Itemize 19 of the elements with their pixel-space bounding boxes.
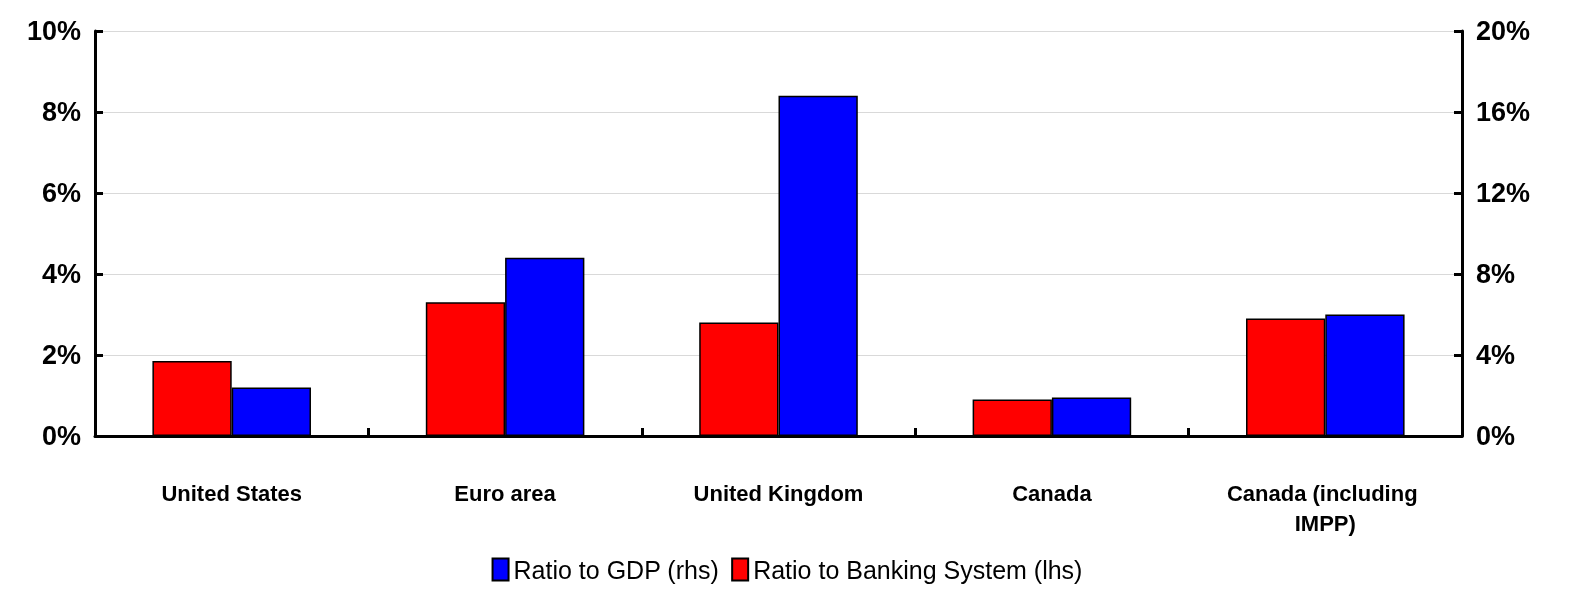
y2-tick-label: 12% — [1476, 178, 1531, 208]
y2-tick-label: 20% — [1476, 16, 1531, 46]
y-tick-label: 6% — [41, 178, 81, 208]
y-tick-label: 4% — [41, 259, 81, 289]
y-tick-label: 0% — [41, 421, 81, 451]
y2-tick-label: 0% — [1476, 421, 1516, 451]
x-tick-label: Canada (including IMPP) — [1226, 480, 1424, 536]
legend-label: Ratio to GDP (rhs) — [513, 555, 719, 584]
y2-tick-label: 8% — [1476, 259, 1516, 289]
x-tick-label: United States — [161, 480, 302, 506]
x-tick-label: Canada — [1012, 480, 1093, 506]
x-tick-label: Euro area — [454, 480, 557, 506]
y2-tick-label: 16% — [1476, 97, 1531, 127]
y-tick-label: 8% — [41, 97, 81, 127]
legend-label: Ratio to Banking System (lhs) — [753, 555, 1083, 584]
y-tick-label: 10% — [26, 16, 81, 46]
y2-tick-label: 4% — [1476, 340, 1516, 370]
x-tick-label: United Kingdom — [693, 480, 864, 506]
y-tick-label: 2% — [41, 340, 81, 370]
